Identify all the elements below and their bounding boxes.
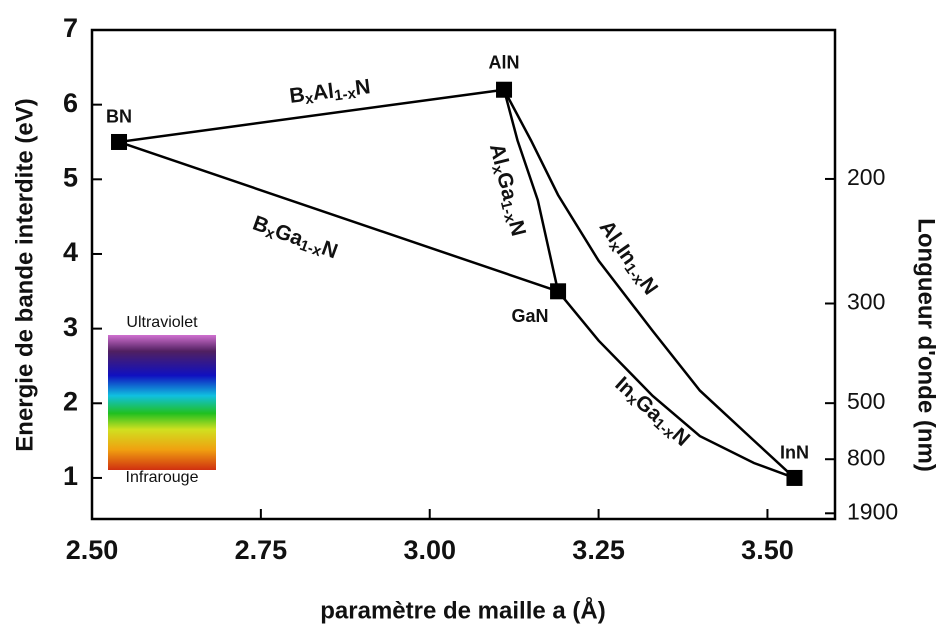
y-axis-title: Energie de bande interdite (eV) bbox=[11, 98, 38, 451]
plot-frame bbox=[90, 28, 837, 521]
compound-label: AlN bbox=[489, 52, 520, 72]
compound-label: InN bbox=[780, 443, 809, 463]
alloy-line bbox=[118, 140, 559, 293]
inset-label: Infrarouge bbox=[126, 469, 199, 486]
x-axis-title: paramètre de maille a (Å) bbox=[320, 596, 605, 624]
y2-tick-label: 500 bbox=[847, 388, 885, 414]
y-tick-label: 4 bbox=[63, 237, 78, 267]
alloy-label-part: B bbox=[250, 211, 272, 238]
x-tick-label: 2.75 bbox=[235, 535, 288, 565]
alloy-line bbox=[557, 290, 795, 480]
alloy-label-part: Al bbox=[485, 141, 512, 167]
y-tick-label: 3 bbox=[63, 312, 78, 342]
y-tick-label: 7 bbox=[63, 13, 78, 43]
compound-marker bbox=[496, 81, 513, 98]
x-tick-label: 2.50 bbox=[66, 535, 119, 565]
y-tick-label: 2 bbox=[63, 386, 78, 416]
compound-marker bbox=[550, 283, 567, 300]
y2-tick-label: 1900 bbox=[847, 498, 898, 524]
alloy-label-part: Al bbox=[311, 79, 335, 104]
y-tick-label: 5 bbox=[63, 162, 78, 192]
y2-axis-title: Longueur d'onde (nm) bbox=[913, 218, 940, 472]
alloy-label: BxGa1-xN bbox=[249, 211, 341, 265]
compound-marker bbox=[111, 133, 128, 150]
alloy-line bbox=[502, 89, 796, 479]
compound-marker bbox=[786, 469, 803, 486]
x-tick-label: 3.25 bbox=[572, 535, 625, 565]
x-tick-label: 3.00 bbox=[403, 535, 456, 565]
spectrum-inset bbox=[108, 335, 216, 470]
alloy-label-part: 1-x bbox=[333, 85, 357, 105]
compound-label: BN bbox=[106, 107, 132, 127]
alloy-label-part: N bbox=[354, 75, 372, 100]
inset-label: Ultraviolet bbox=[126, 314, 198, 331]
y-tick-label: 1 bbox=[63, 461, 78, 491]
y2-tick-label: 300 bbox=[847, 289, 885, 315]
alloy-label-part: 1-x bbox=[297, 237, 324, 261]
x-tick-label: 3.50 bbox=[741, 535, 794, 565]
alloy-label-part: 1-x bbox=[497, 199, 519, 225]
y-tick-label: 6 bbox=[63, 88, 78, 118]
alloy-label-part: B bbox=[288, 83, 306, 108]
alloy-line bbox=[118, 88, 505, 144]
y2-tick-label: 800 bbox=[847, 444, 885, 470]
alloy-label-part: x bbox=[304, 90, 315, 108]
alloy-label-part: N bbox=[504, 218, 530, 238]
y2-tick-label: 200 bbox=[847, 164, 885, 190]
alloy-label: InxGa1-xN bbox=[609, 372, 694, 452]
compound-label: GaN bbox=[512, 306, 549, 326]
alloy-label-part: Ga bbox=[492, 170, 521, 203]
alloy-label-part: N bbox=[319, 236, 341, 263]
alloy-line bbox=[502, 89, 560, 292]
alloy-label: BxAl1-xN bbox=[288, 75, 372, 110]
alloy-label: AlxIn1-xN bbox=[593, 216, 663, 300]
